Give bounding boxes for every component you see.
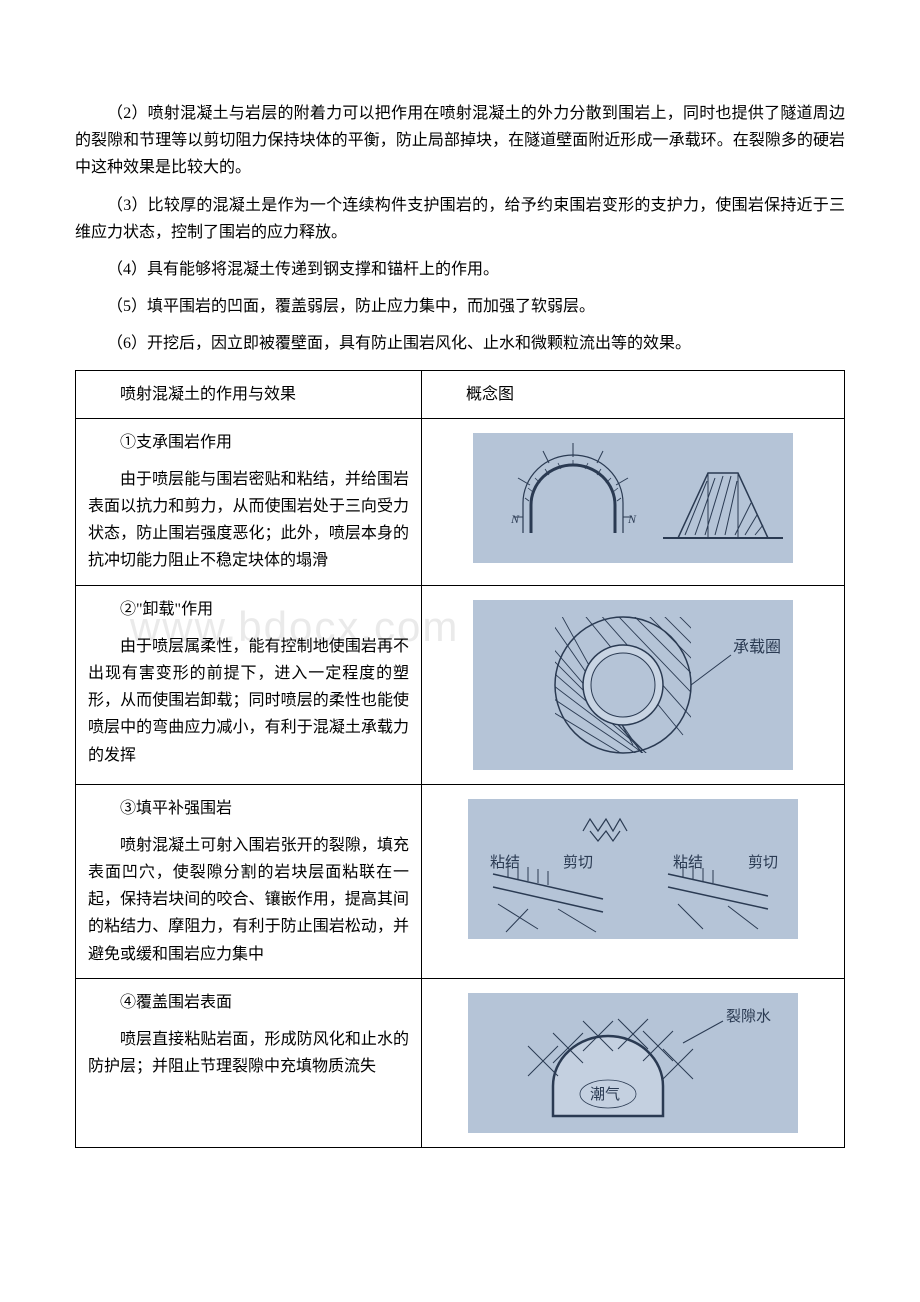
svg-text:剪切: 剪切 <box>748 854 778 871</box>
diagram-1: N N <box>434 429 832 567</box>
row2-title: ②"卸载"作用 <box>88 596 409 623</box>
svg-text:承载圈: 承载圈 <box>733 638 781 656</box>
table-header-left: 喷射混凝土的作用与效果 <box>76 370 422 418</box>
row3-body: 喷射混凝土可射入围岩张开的裂隙，填充表面凹穴，使裂隙分割的岩块层面粘联在一起，保… <box>88 832 409 968</box>
svg-text:裂隙水: 裂隙水 <box>726 1008 771 1025</box>
row1-title: ①支承围岩作用 <box>88 429 409 456</box>
paragraph-5: （5）填平围岩的凹面，覆盖弱层，防止应力集中，而加强了软弱层。 <box>75 293 845 320</box>
svg-text:N: N <box>510 512 520 526</box>
table-cell-text: www.bdocx.com ②"卸载"作用 由于喷层属柔性，能有控制地使围岩再不… <box>76 585 422 784</box>
table-header-right: 概念图 <box>422 370 845 418</box>
row2-body: 由于喷层属柔性，能有控制地使围岩再不出现有害变形的前提下，进入一定程度的塑形，从… <box>88 633 409 769</box>
table-cell-diagram: N N <box>422 418 845 585</box>
concept-table: 喷射混凝土的作用与效果 概念图 ①支承围岩作用 由于喷层能与围岩密贴和粘结，并给… <box>75 370 845 1148</box>
row4-body: 喷层直接粘贴岩面，形成防风化和止水的防护层；并阻止节理裂隙中充填物质流失 <box>88 1026 409 1080</box>
paragraph-4: （4）具有能够将混凝土传递到钢支撑和锚杆上的作用。 <box>75 256 845 283</box>
table-cell-text: ①支承围岩作用 由于喷层能与围岩密贴和粘结，并给围岩表面以抗力和剪力，从而使围岩… <box>76 418 422 585</box>
table-cell-diagram: 承载圈 <box>422 585 845 784</box>
table-cell-text: ③填平补强围岩 喷射混凝土可射入围岩张开的裂隙，填充表面凹穴，使裂隙分割的岩块层… <box>76 784 422 978</box>
svg-text:剪切: 剪切 <box>563 854 593 871</box>
table-row: www.bdocx.com ②"卸载"作用 由于喷层属柔性，能有控制地使围岩再不… <box>76 585 845 784</box>
diagram-3: 粘结 剪切 粘结 <box>434 795 832 943</box>
diagram-4: 潮气 裂隙水 <box>434 989 832 1137</box>
table-header-row: 喷射混凝土的作用与效果 概念图 <box>76 370 845 418</box>
paragraph-2: （2）喷射混凝土与岩层的附着力可以把作用在喷射混凝土的外力分散到围岩上，同时也提… <box>75 100 845 182</box>
table-cell-diagram: 粘结 剪切 粘结 <box>422 784 845 978</box>
table-cell-text: ④覆盖围岩表面 喷层直接粘贴岩面，形成防风化和止水的防护层；并阻止节理裂隙中充填… <box>76 978 422 1147</box>
table-cell-diagram: 潮气 裂隙水 <box>422 978 845 1147</box>
svg-text:粘结: 粘结 <box>673 854 703 871</box>
svg-text:粘结: 粘结 <box>490 854 520 871</box>
table-row: ①支承围岩作用 由于喷层能与围岩密贴和粘结，并给围岩表面以抗力和剪力，从而使围岩… <box>76 418 845 585</box>
row1-body: 由于喷层能与围岩密贴和粘结，并给围岩表面以抗力和剪力，从而使围岩处于三向受力状态… <box>88 466 409 575</box>
row4-title: ④覆盖围岩表面 <box>88 989 409 1016</box>
paragraph-3: （3）比较厚的混凝土是作为一个连续构件支护围岩的，给予约束围岩变形的支护力，使围… <box>75 192 845 246</box>
svg-text:潮气: 潮气 <box>590 1086 620 1103</box>
table-row: ④覆盖围岩表面 喷层直接粘贴岩面，形成防风化和止水的防护层；并阻止节理裂隙中充填… <box>76 978 845 1147</box>
paragraph-6: （6）开挖后，因立即被覆壁面，具有防止围岩风化、止水和微颗粒流出等的效果。 <box>75 330 845 357</box>
diagram-2: 承载圈 <box>434 596 832 774</box>
svg-text:N: N <box>627 512 637 526</box>
row3-title: ③填平补强围岩 <box>88 795 409 822</box>
table-row: ③填平补强围岩 喷射混凝土可射入围岩张开的裂隙，填充表面凹穴，使裂隙分割的岩块层… <box>76 784 845 978</box>
